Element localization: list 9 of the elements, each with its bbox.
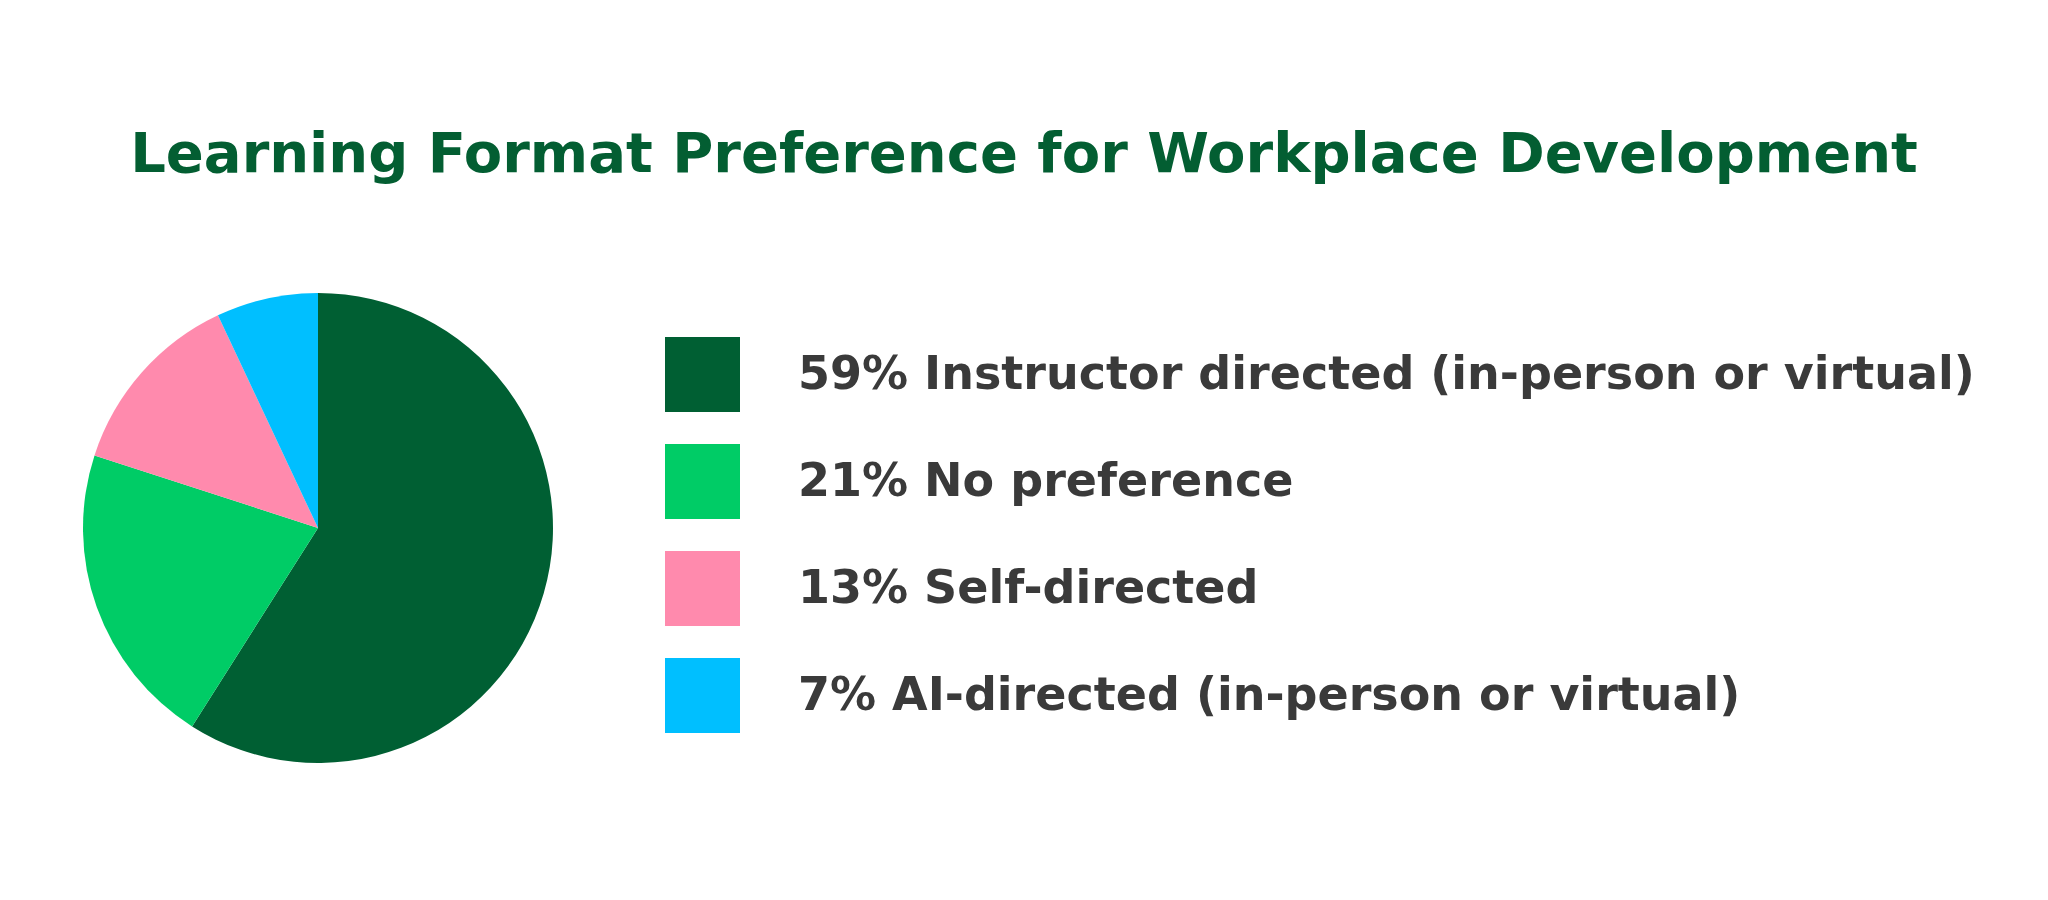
pie-slice <box>83 455 318 727</box>
pie-slice <box>217 293 318 528</box>
legend-label: 21% No preference <box>798 452 1294 507</box>
legend-label: 13% Self-directed <box>798 559 1259 614</box>
legend-label: 7% AI-directed (in-person or virtual) <box>798 666 1741 721</box>
pie-slice <box>192 293 553 763</box>
legend-label: 59% Instructor directed (in-person or virtual) <box>798 345 1975 400</box>
pie-slice <box>94 315 318 528</box>
chart-title: Learning Format Preference for Workplace Development <box>130 120 1918 185</box>
